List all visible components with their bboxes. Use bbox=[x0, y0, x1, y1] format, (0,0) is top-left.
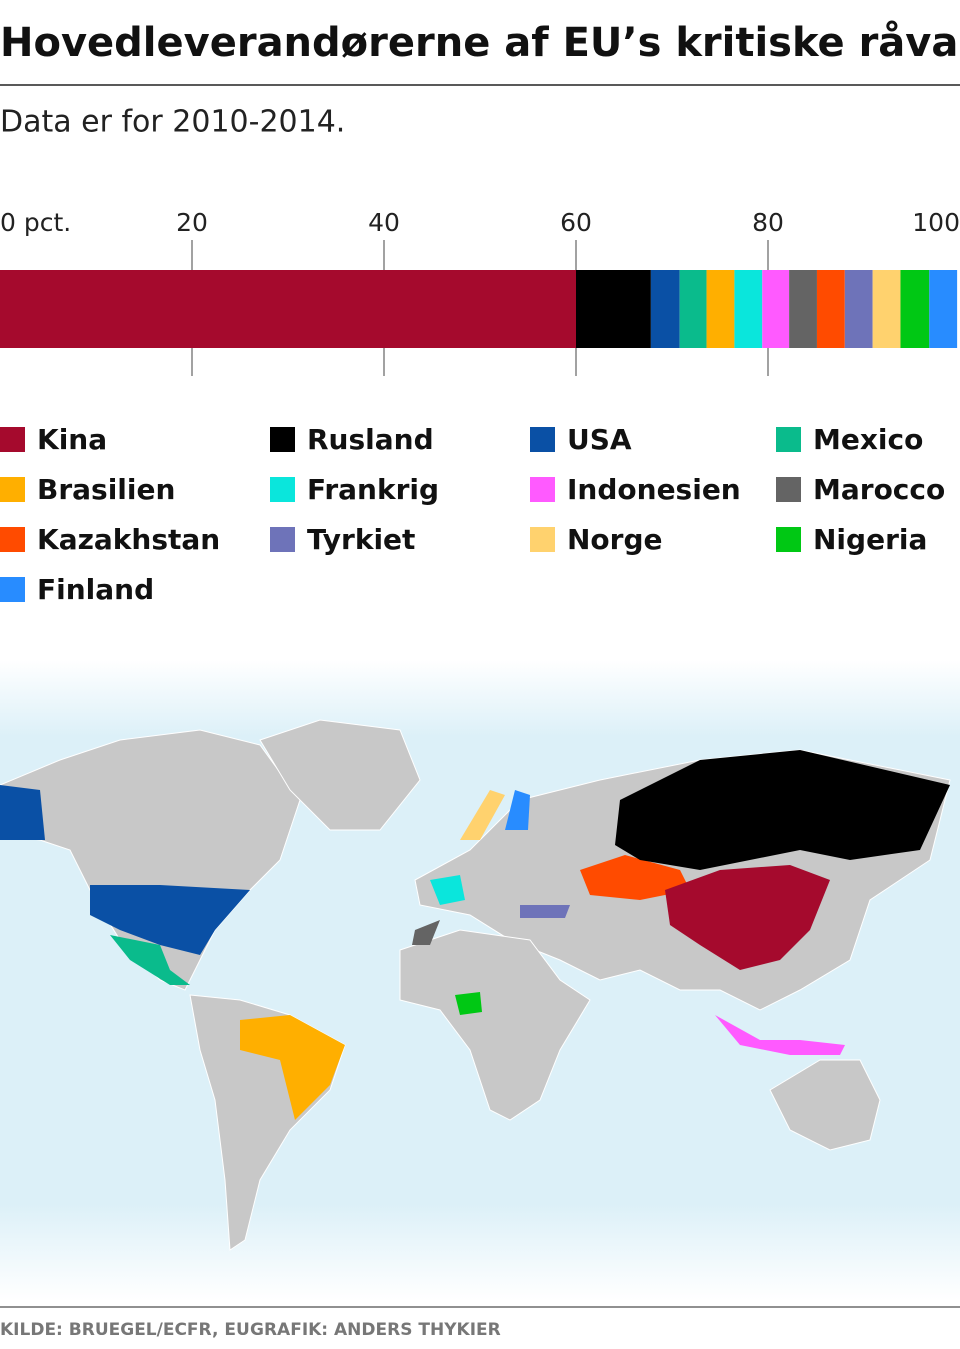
legend-swatch bbox=[776, 527, 801, 552]
legend-swatch bbox=[530, 477, 555, 502]
bar-segment bbox=[872, 270, 901, 348]
legend-swatch bbox=[0, 427, 25, 452]
chart-title: Hovedleverandørerne af EU’s kritiske råv… bbox=[0, 19, 960, 66]
country-france bbox=[430, 875, 465, 905]
bar-segment bbox=[900, 270, 930, 348]
bar-segment bbox=[650, 270, 680, 348]
legend-label: Indonesien bbox=[567, 473, 741, 506]
bar-segment bbox=[816, 270, 845, 348]
legend-label: USA bbox=[567, 423, 632, 456]
bar-segment bbox=[762, 270, 790, 348]
north-america bbox=[0, 729, 301, 991]
legend-swatch bbox=[0, 527, 25, 552]
country-nigeria bbox=[455, 992, 482, 1015]
legend-label: Mexico bbox=[813, 423, 923, 456]
x-tick-label: 0 pct. bbox=[0, 208, 71, 237]
x-tick-label: 40 bbox=[368, 208, 400, 237]
bar-segment bbox=[844, 270, 873, 348]
legend-label: Finland bbox=[37, 573, 154, 606]
legend-swatch bbox=[0, 577, 25, 602]
legend-label: Kazakhstan bbox=[37, 523, 220, 556]
bar-segment bbox=[0, 270, 576, 348]
bar-segment bbox=[789, 270, 817, 348]
greenland bbox=[259, 719, 421, 831]
bar-segment bbox=[929, 270, 958, 348]
country-turkey bbox=[520, 905, 570, 918]
legend-swatch bbox=[776, 477, 801, 502]
africa bbox=[399, 929, 591, 1121]
country-china bbox=[665, 865, 830, 970]
bar-segment bbox=[679, 270, 707, 348]
country-indonesia bbox=[715, 1015, 845, 1055]
country-russia bbox=[615, 750, 950, 870]
bar-segment bbox=[706, 270, 735, 348]
x-tick-label: 20 bbox=[176, 208, 208, 237]
australia bbox=[769, 1059, 881, 1151]
bar-segment bbox=[576, 270, 651, 348]
legend-label: Tyrkiet bbox=[307, 523, 415, 556]
x-tick-label: 80 bbox=[752, 208, 784, 237]
legend-label: Norge bbox=[567, 523, 663, 556]
legend-swatch bbox=[530, 527, 555, 552]
x-tick-label: 100 bbox=[912, 208, 960, 237]
legend-swatch bbox=[270, 427, 295, 452]
country-morocco bbox=[412, 920, 440, 945]
world-map bbox=[0, 660, 960, 1300]
country-norway bbox=[460, 790, 505, 840]
country-mexico bbox=[110, 935, 190, 985]
legend-swatch bbox=[270, 527, 295, 552]
x-tick-label: 60 bbox=[560, 208, 592, 237]
country-usa bbox=[90, 885, 250, 955]
legend-label: Kina bbox=[37, 423, 107, 456]
legend-swatch bbox=[530, 427, 555, 452]
legend-swatch bbox=[0, 477, 25, 502]
legend-label: Marocco bbox=[813, 473, 945, 506]
subtitle: Data er for 2010-2014. bbox=[0, 105, 345, 140]
legend-swatch bbox=[270, 477, 295, 502]
credit: GRAFIK: ANDERS THYKIER bbox=[250, 1320, 501, 1340]
legend-swatch bbox=[776, 427, 801, 452]
country-brazil bbox=[240, 1015, 345, 1120]
legend-label: Rusland bbox=[307, 423, 434, 456]
legend-label: Nigeria bbox=[813, 523, 927, 556]
country-finland bbox=[505, 790, 530, 830]
bar-segment bbox=[734, 270, 763, 348]
source: KILDE: BRUEGEL/ECFR, EU bbox=[0, 1320, 250, 1340]
country-alaska bbox=[0, 785, 45, 840]
legend-label: Brasilien bbox=[37, 473, 175, 506]
country-kazakhstan bbox=[580, 855, 690, 900]
legend-label: Frankrig bbox=[307, 473, 439, 506]
